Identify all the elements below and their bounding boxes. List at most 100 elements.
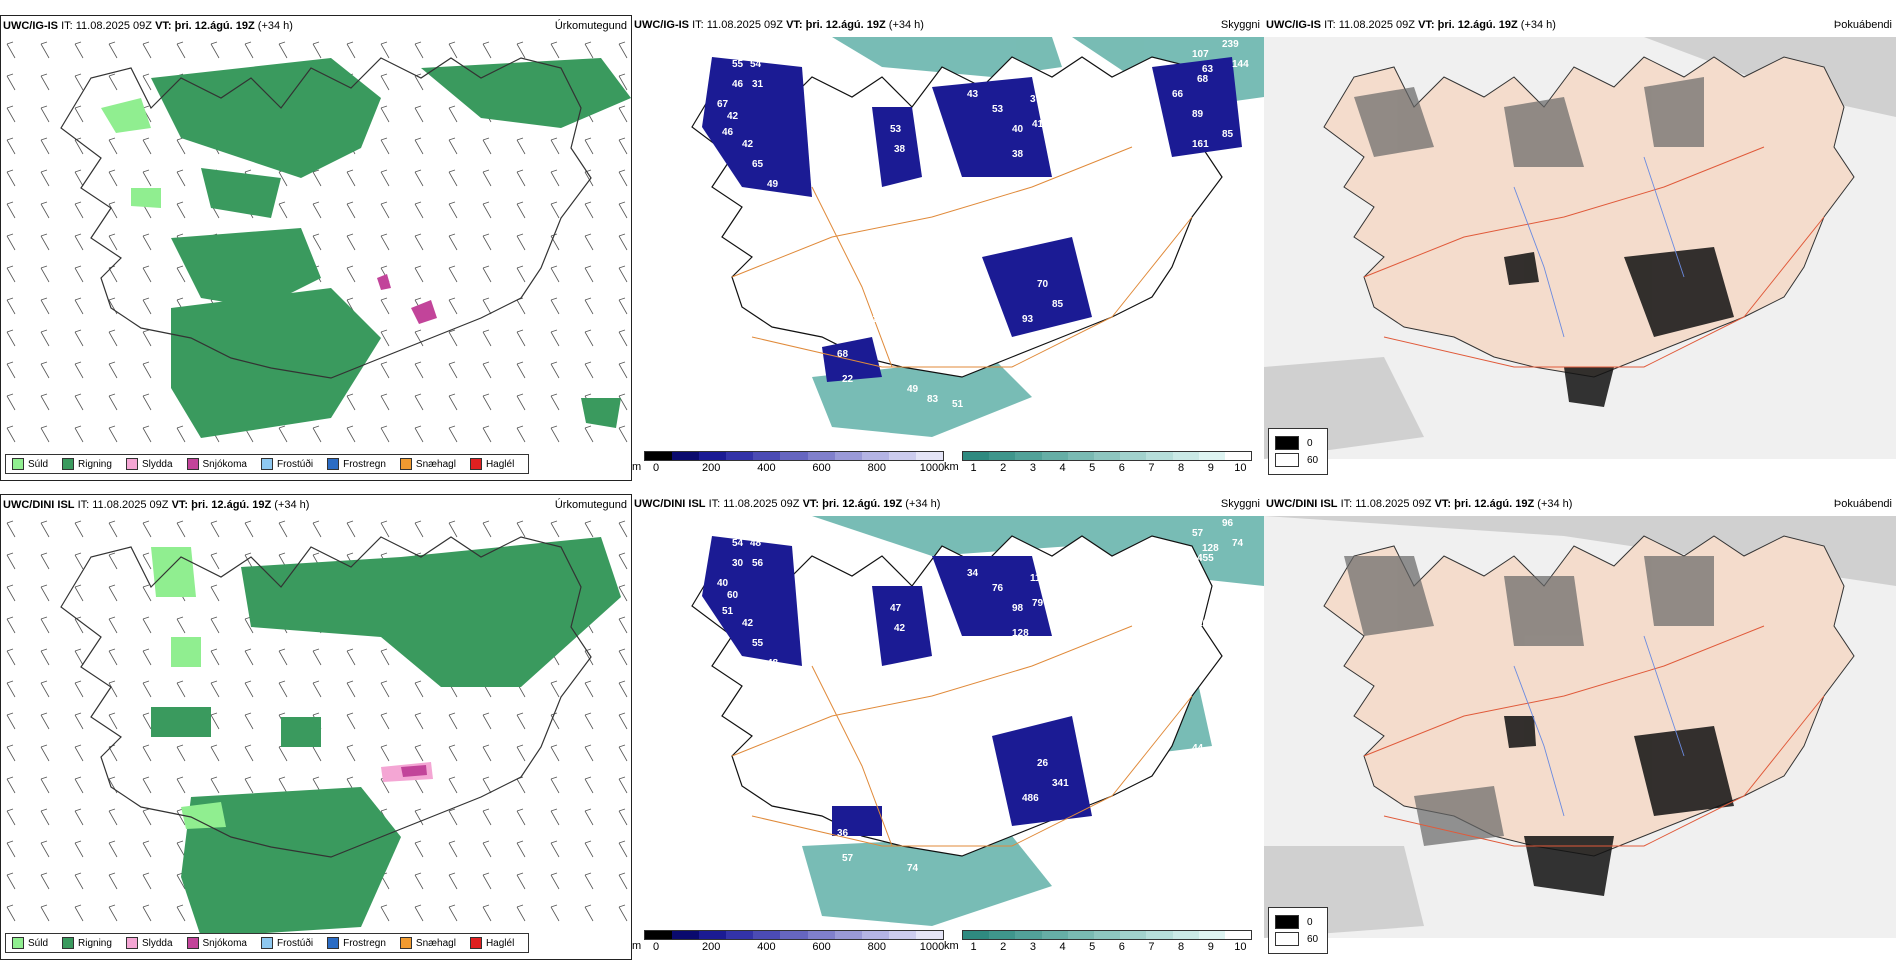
colorbar-segment — [1015, 452, 1042, 460]
wind-barb-icon — [482, 425, 492, 443]
wind-barb-icon — [108, 616, 118, 634]
wind-barb-icon — [380, 201, 390, 219]
wind-barb-icon — [618, 425, 628, 443]
visibility-value-label: 55 — [752, 638, 764, 649]
wind-barb-icon — [414, 680, 424, 698]
wind-barb-icon — [312, 744, 322, 762]
legend-label: Snæhagl — [415, 458, 456, 470]
wind-barb-icon — [142, 584, 152, 602]
wind-barb-icon — [584, 265, 594, 283]
colorbar-segment — [1067, 452, 1094, 460]
wind-barb-icon — [210, 744, 220, 762]
wind-barb-icon — [448, 329, 458, 347]
wind-barb-icon — [482, 840, 492, 858]
wind-barb-icon — [312, 680, 322, 698]
wind-barb-icon — [6, 744, 16, 762]
wind-barb-icon — [40, 361, 50, 379]
visibility-value-label: 144 — [1232, 59, 1249, 70]
wind-barb-icon — [516, 744, 526, 762]
wind-barb-icon — [108, 329, 118, 347]
wind-barb-icon — [6, 520, 16, 538]
legend-item: Rigning — [62, 937, 112, 949]
wind-barb-icon — [278, 201, 288, 219]
wind-barb-icon — [380, 712, 390, 730]
wind-barb-icon — [516, 872, 526, 890]
visibility-value-label: 158 — [1222, 608, 1239, 619]
legend-label: Haglél — [485, 458, 515, 470]
wind-barb-icon — [584, 744, 594, 762]
precip-legend: Súld Rigning Slydda Snjókoma Frostúði Frostre… — [5, 454, 530, 474]
wind-barb-icon — [40, 616, 50, 634]
colorbar-segment — [1093, 452, 1121, 460]
legend-item: Súld — [12, 937, 48, 949]
wind-barb-icon — [414, 712, 424, 730]
colorbar-segment — [915, 931, 944, 939]
wind-barb-icon — [550, 329, 560, 347]
legend-item: Haglél — [469, 458, 515, 470]
wind-barb-icon — [414, 233, 424, 251]
colorbar-tick-label: 10 — [1234, 941, 1247, 953]
wind-barb-icon — [40, 552, 50, 570]
wind-barb-icon — [176, 680, 186, 698]
wind-barb-icon — [312, 233, 322, 251]
visibility-value-label: 41 — [1032, 119, 1044, 130]
rivers — [1513, 635, 1685, 817]
wind-barb-icon — [346, 265, 356, 283]
iceland-outline — [60, 57, 592, 379]
wind-barb-icon — [618, 616, 628, 634]
wind-barb-icon — [6, 105, 16, 123]
visibility-value-label: 40 — [717, 578, 729, 589]
wind-barb-icon — [550, 393, 560, 411]
wind-barb-icon — [414, 169, 424, 187]
snow-areas — [377, 274, 437, 324]
wind-barb-icon — [618, 520, 628, 538]
colorbar-segment — [861, 452, 889, 460]
wind-barb-icon — [584, 361, 594, 379]
wind-barb-icon — [618, 904, 628, 922]
colorbar-segment — [807, 931, 835, 939]
wind-barb-icon — [108, 552, 118, 570]
wind-barb-icon — [312, 648, 322, 666]
colorbar-segment — [888, 931, 916, 939]
wind-barb-icon — [516, 840, 526, 858]
wind-barb-icon — [380, 520, 390, 538]
wind-barb-icon — [346, 425, 356, 443]
wind-barb-icon — [108, 393, 118, 411]
wind-barb-icon — [380, 648, 390, 666]
colorbar-segment — [1224, 452, 1252, 460]
colorbar-segment — [1198, 931, 1225, 939]
visibility-panel-dini: UWC/DINI ISL IT: 11.08.2025 09Z VT: þri.… — [632, 494, 1264, 960]
wind-barb-icon — [74, 776, 84, 794]
wind-barb-icon — [40, 744, 50, 762]
colorbar-segment — [1015, 931, 1042, 939]
panel-header: UWC/DINI ISL IT: 11.08.2025 09Z VT: þri.… — [634, 498, 1260, 510]
wind-barb-icon — [482, 169, 492, 187]
fog-legend-swatch — [1275, 436, 1299, 450]
visibility-value-label: 42 — [742, 618, 754, 629]
wind-barb-icon — [550, 425, 560, 443]
wind-barb-icon — [584, 808, 594, 826]
wind-barb-icon — [346, 169, 356, 187]
precip-legend: Súld Rigning Slydda Snjókoma Frostúði Frostre… — [5, 933, 530, 953]
wind-barb-icon — [584, 169, 594, 187]
fog-legend-row: 60 — [1275, 932, 1321, 946]
legend-swatch — [469, 937, 482, 949]
legend-item: Haglél — [469, 937, 514, 949]
wind-barb-icon — [414, 425, 424, 443]
terrain-colorbar-strip — [644, 930, 944, 940]
wind-barb-icon — [6, 808, 16, 826]
colorbar-tick-label: 1000 — [919, 941, 945, 953]
wind-barb-icon — [6, 265, 16, 283]
wind-barb-icon — [74, 169, 84, 187]
wind-barb-icon — [346, 520, 356, 538]
colorbar-tick-label: 7 — [1148, 941, 1155, 953]
colorbar-segment — [1120, 931, 1147, 939]
wind-barb-icon — [618, 552, 628, 570]
wind-barb-icon — [142, 233, 152, 251]
visibility-value-label: 455 — [1197, 553, 1214, 564]
visibility-value-label: 91 — [1212, 154, 1224, 165]
colorbar-segment — [915, 452, 944, 460]
colorbar-tick-label: 8 — [1178, 462, 1185, 474]
